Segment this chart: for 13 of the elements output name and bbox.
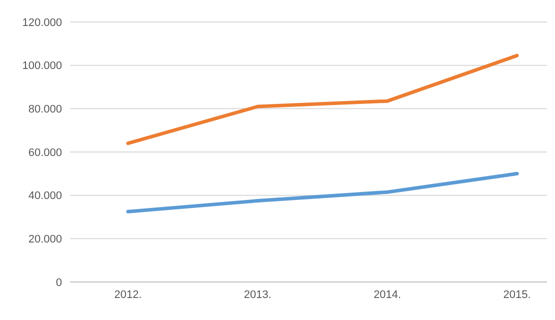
y-tick-label: 20.000	[28, 234, 62, 246]
y-tick-label: 60.000	[28, 146, 62, 159]
y-tick-label: 0	[56, 276, 62, 289]
x-tick-label: 2013.	[244, 288, 272, 301]
x-tick-label: 2014.	[374, 288, 402, 301]
y-tick-label: 120.000	[22, 16, 62, 29]
x-tick-label: 2012.	[114, 288, 142, 301]
line-series	[126, 54, 519, 146]
y-tick-label: 80.000	[28, 104, 62, 116]
x-tick-label: 2015.	[503, 288, 531, 301]
y-tick-label: 40.000	[28, 190, 62, 202]
y-tick-label: 100.000	[22, 60, 62, 72]
line-series	[126, 172, 519, 214]
